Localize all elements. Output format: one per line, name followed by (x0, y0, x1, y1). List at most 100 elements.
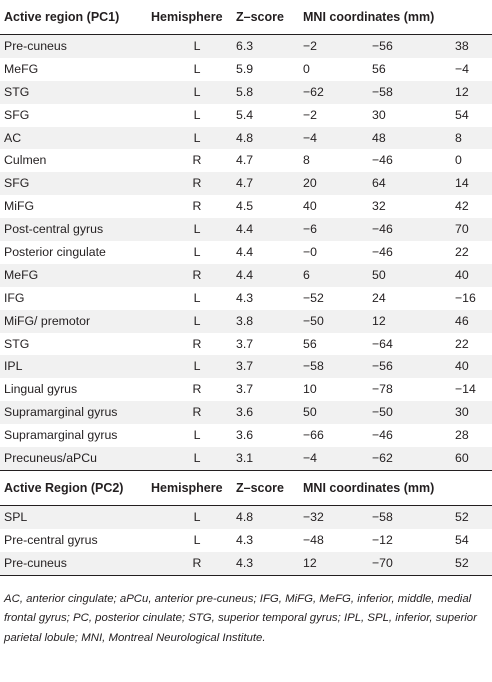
table-row: Posterior cingulate L 4.4 −0 −46 22 (0, 241, 492, 264)
pc1-header-row: Active region (PC1) Hemisphere Z–score M… (0, 0, 492, 34)
zscore-cell: 4.7 (236, 153, 254, 168)
table-row: Pre-cuneus L 6.3 −2 −56 38 (0, 35, 492, 58)
region-cell: Supramarginal gyrus (4, 428, 118, 443)
mni-x-cell: 0 (303, 61, 310, 76)
mni-z-cell: 12 (455, 84, 469, 99)
hemisphere-cell: L (193, 428, 201, 443)
section-rule (0, 469, 492, 471)
mni-z-cell: 38 (455, 39, 469, 53)
region-cell: STG (4, 336, 30, 351)
table-row: MiFG R 4.5 40 32 42 (0, 195, 492, 219)
table-row: MiFG/ premotor L 3.8 −50 12 46 (0, 310, 492, 333)
hemisphere-cell: L (193, 451, 201, 466)
header-hemisphere: Hemisphere (151, 480, 223, 495)
header-active-region-pc1: Active region (PC1) (4, 10, 120, 24)
hemisphere-cell: R (192, 176, 202, 191)
mni-z-cell: 52 (455, 509, 469, 524)
mni-y-cell: −46 (372, 428, 393, 443)
mni-z-cell: 70 (455, 222, 469, 237)
mni-z-cell: −4 (455, 61, 470, 76)
zscore-cell: 3.7 (236, 359, 254, 374)
table-row: Pre-central gyrus L 4.3 −48 −12 54 (0, 528, 492, 552)
hemisphere-cell: L (193, 107, 201, 122)
region-cell: Precuneus/aPCu (4, 451, 97, 466)
mni-z-cell: 54 (455, 532, 469, 547)
region-cell: IPL (4, 359, 23, 374)
mni-z-cell: 22 (455, 245, 469, 260)
mni-y-cell: −56 (372, 359, 393, 374)
hemisphere-cell: L (193, 39, 201, 53)
mni-y-cell: −58 (372, 84, 393, 99)
zscore-cell: 3.7 (236, 336, 254, 351)
mni-x-cell: 10 (303, 382, 317, 397)
region-cell: Pre-cuneus (4, 555, 67, 570)
mni-z-cell: 30 (455, 405, 469, 420)
region-cell: Culmen (4, 153, 47, 168)
region-cell: STG (4, 84, 30, 99)
header-active-region-pc2: Active Region (PC2) (4, 480, 124, 495)
mni-x-cell: −6 (303, 222, 318, 237)
mni-z-cell: −16 (455, 290, 476, 305)
results-table: Active region (PC1) Hemisphere Z–score M… (0, 0, 492, 644)
hemisphere-cell: R (192, 405, 202, 420)
hemisphere-cell: R (192, 153, 202, 168)
mni-x-cell: 6 (303, 267, 310, 282)
mni-x-cell: 12 (303, 555, 317, 570)
pc1-table-body: Pre-cuneus L 6.3 −2 −56 38 MeFG L 5.9 0 56 −4 STG L 5.… (0, 35, 492, 470)
mni-y-cell: 32 (372, 199, 386, 214)
region-cell: Supramarginal gyrus (4, 405, 118, 420)
mni-y-cell: −46 (372, 222, 393, 237)
mni-z-cell: 40 (455, 267, 469, 282)
zscore-cell: 3.6 (236, 428, 254, 443)
hemisphere-cell: L (193, 532, 201, 547)
zscore-cell: 4.4 (236, 245, 254, 260)
hemisphere-cell: R (192, 267, 202, 282)
header-rule (0, 504, 492, 506)
hemisphere-cell: L (193, 509, 201, 524)
header-rule (0, 34, 492, 35)
region-cell: MiFG/ premotor (4, 313, 91, 328)
table-row: STG L 5.8 −62 −58 12 (0, 81, 492, 104)
header-zscore: Z–score (236, 10, 284, 24)
table-row: IFG L 4.3 −52 24 −16 (0, 286, 492, 310)
hemisphere-cell: R (192, 555, 202, 570)
table-row: MeFG L 5.9 0 56 −4 (0, 57, 492, 81)
mni-x-cell: 56 (303, 336, 317, 351)
hemisphere-cell: L (193, 61, 201, 76)
zscore-cell: 4.3 (236, 532, 254, 547)
zscore-cell: 4.3 (236, 555, 254, 570)
mni-y-cell: 24 (372, 290, 386, 305)
mni-y-cell: 56 (372, 61, 386, 76)
zscore-cell: 4.7 (236, 176, 254, 191)
mni-x-cell: −62 (303, 84, 324, 99)
mni-x-cell: −58 (303, 359, 324, 374)
table-row: AC L 4.8 −4 48 8 (0, 127, 492, 150)
hemisphere-cell: L (193, 84, 201, 99)
mni-y-cell: −58 (372, 509, 393, 524)
zscore-cell: 4.8 (236, 509, 254, 524)
zscore-cell: 5.4 (236, 107, 254, 122)
region-cell: MiFG (4, 199, 35, 214)
table-row: Lingual gyrus R 3.7 10 −78 −14 (0, 378, 492, 402)
header-mni-coordinates: MNI coordinates (mm) (303, 480, 435, 495)
table-row: Post-central gyrus L 4.4 −6 −46 70 (0, 218, 492, 241)
zscore-cell: 5.8 (236, 84, 254, 99)
table-row: Culmen R 4.7 8 −46 0 (0, 149, 492, 173)
zscore-cell: 4.4 (236, 222, 254, 237)
mni-x-cell: −2 (303, 39, 318, 53)
header-mni-coordinates: MNI coordinates (mm) (303, 10, 435, 24)
zscore-cell: 4.8 (236, 130, 254, 145)
zscore-cell: 6.3 (236, 39, 254, 53)
region-cell: Pre-central gyrus (4, 532, 98, 547)
mni-z-cell: 40 (455, 359, 469, 374)
region-cell: AC (4, 130, 22, 145)
mni-z-cell: 28 (455, 428, 469, 443)
mni-x-cell: −0 (303, 245, 318, 260)
region-cell: Pre-cuneus (4, 39, 67, 53)
pc2-table-body: SPL L 4.8 −32 −58 52 Pre-central gyrus L 4.3 −48 −… (0, 505, 492, 575)
mni-y-cell: 48 (372, 130, 386, 145)
mni-y-cell: −70 (372, 555, 393, 570)
region-cell: Posterior cingulate (4, 245, 106, 260)
hemisphere-cell: L (193, 359, 201, 374)
region-cell: SFG (4, 107, 30, 122)
